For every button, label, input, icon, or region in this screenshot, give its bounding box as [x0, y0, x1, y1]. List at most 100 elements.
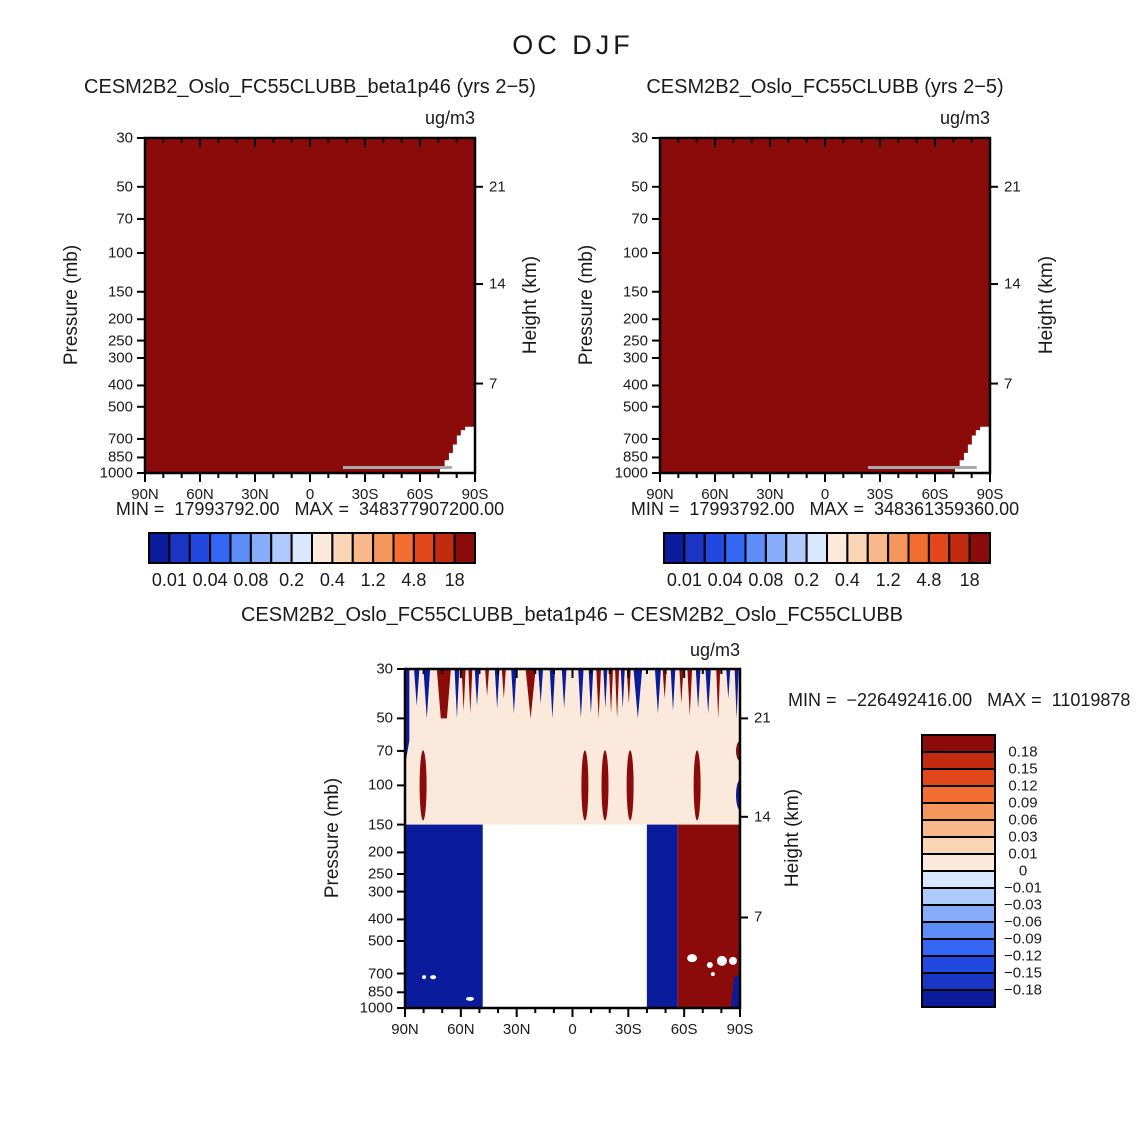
- latitude-tick-label: 0: [820, 486, 830, 503]
- diff-tropospheric-block: [405, 824, 483, 1008]
- panel2-colorbar-label: 0.04: [707, 570, 743, 590]
- pressure-tick-label: 850: [367, 983, 393, 1001]
- pressure-tick-label: 1000: [614, 464, 648, 482]
- panel1-colorbar-label: 18: [444, 570, 465, 590]
- panel2-title: CESM2B2_Oslo_FC55CLUBB (yrs 2−5): [646, 76, 1004, 98]
- panel1-colorbar-cell: [188, 532, 212, 564]
- diff-top-spike: [485, 669, 490, 697]
- latitude-tick-label: 30S: [866, 486, 894, 503]
- pressure-tick-label: 50: [116, 178, 133, 196]
- pressure-tick-label: 250: [107, 332, 133, 350]
- panel1-colorbar-cell: [351, 532, 375, 564]
- diff-white-speckle: [716, 955, 727, 966]
- diff-top-spike: [662, 669, 667, 699]
- latitude-tick-label: 90N: [391, 1021, 419, 1038]
- diff-stratospheric-lens: [581, 750, 589, 821]
- diff-top-spike: [596, 669, 601, 719]
- diff-colorbar-cell: [921, 853, 996, 872]
- height-tick-label: 14: [754, 808, 771, 826]
- diff-white-speckle: [465, 996, 474, 1001]
- diff-colorbar-label: −0.15: [1004, 964, 1042, 982]
- diff-stratospheric-lens: [601, 750, 609, 821]
- diff-top-spike: [494, 669, 500, 709]
- panel1-y2axis-title: Height (km): [520, 255, 541, 355]
- panel2-colorbar-cell: [764, 532, 788, 564]
- diff-top-spike: [716, 669, 721, 719]
- panel2-colorbar-cell: [846, 532, 869, 564]
- diff-colorbar-label: −0.18: [1004, 981, 1042, 999]
- panel1-topography-strip: [343, 466, 452, 469]
- pressure-tick-label: 50: [631, 178, 648, 196]
- panel2-yaxis-title: Pressure (mb): [576, 244, 597, 366]
- diff-top-spike: [726, 669, 731, 699]
- diff-top-spike: [687, 669, 693, 716]
- height-tick-label: 14: [489, 275, 506, 293]
- diff-white-speckle: [728, 956, 737, 965]
- diff-top-spike: [695, 669, 701, 709]
- panel1-colorbar-cell: [433, 532, 456, 564]
- latitude-tick-label: 30N: [756, 486, 784, 503]
- panel1-colorbar-label: 0.01: [151, 570, 187, 590]
- panel1-colorbar-cell: [249, 532, 273, 564]
- figure-title: OC DJF: [512, 30, 634, 60]
- diff-white-speckle: [687, 954, 698, 963]
- panel1-surface-notch: [440, 426, 475, 473]
- panel1-colorbar-cell: [148, 532, 171, 564]
- diff-top-spike: [734, 669, 739, 719]
- panel1-colorbar-cell: [372, 532, 395, 564]
- latitude-tick-label: 0: [568, 1021, 577, 1038]
- latitude-tick-label: 60N: [701, 486, 729, 503]
- pressure-tick-label: 150: [367, 816, 393, 834]
- panel1-colorbar-cell: [331, 532, 354, 564]
- height-tick-label: 21: [489, 178, 506, 196]
- pressure-tick-label: 1000: [99, 464, 133, 482]
- latitude-tick-label: 60S: [921, 486, 949, 503]
- diff-top-spike: [561, 669, 567, 709]
- panel2-colorbar-cell: [866, 532, 890, 564]
- panel2-colorbar-cell: [948, 532, 971, 564]
- pressure-tick-label: 400: [622, 376, 648, 394]
- panel1-colorbar-cell: [168, 532, 191, 564]
- panel2-topography-strip: [867, 466, 977, 469]
- panel2-colorbar-cell: [785, 532, 808, 564]
- latitude-tick-label: 30S: [614, 1021, 642, 1038]
- panel1-colorbar-label: 4.8: [401, 570, 427, 590]
- diff-top-spike: [679, 669, 684, 704]
- panel2-colorbar-cell: [703, 532, 727, 564]
- pressure-tick-label: 100: [367, 776, 393, 794]
- diff-top-spike: [511, 669, 517, 714]
- panel2-colorbar-label: 4.8: [916, 570, 942, 590]
- height-tick-label: 7: [754, 908, 763, 926]
- diff-top-spike: [525, 669, 536, 719]
- height-tick-label: 14: [1004, 275, 1021, 293]
- pressure-tick-label: 70: [376, 742, 393, 760]
- diff-colorbar-label: −0.06: [1004, 913, 1042, 931]
- diff-colorbar-cell: [921, 734, 996, 753]
- panel2-colorbar-label: 18: [959, 570, 980, 590]
- diff-colorbar-label: 0.15: [1008, 760, 1038, 778]
- panel2-colorbar-cell: [826, 532, 849, 564]
- panel1-field-fill: [145, 138, 475, 473]
- panel2-colorbar-label: 0.2: [794, 570, 820, 590]
- panel1-colorbar-cell: [412, 532, 436, 564]
- panel2-colorbar-cell: [887, 532, 910, 564]
- diff-colorbar-label: 0.06: [1008, 811, 1038, 829]
- panel3-minmax-label: MIN = −226492416.00 MAX = 11019878: [788, 690, 1131, 710]
- pressure-tick-label: 400: [367, 910, 393, 928]
- panel2-minmax-label: MIN = 17993792.00 MAX = 348361359360.00: [630, 499, 1020, 519]
- diff-stratospheric-lens: [693, 750, 701, 821]
- pressure-tick-label: 400: [107, 376, 133, 394]
- diff-colorbar-cell: [921, 904, 996, 923]
- pressure-tick-label: 700: [622, 430, 648, 448]
- panel3-y2axis-title: Height (km): [782, 788, 803, 888]
- panel3-yaxis-title: Pressure (mb): [322, 777, 343, 899]
- diff-top-band: [436, 669, 451, 719]
- diff-colorbar-label: −0.03: [1004, 896, 1042, 914]
- panel2-surface-notch: [955, 426, 990, 473]
- diff-top-spike: [654, 669, 661, 714]
- pressure-tick-label: 200: [367, 843, 393, 861]
- pressure-tick-label: 700: [367, 965, 393, 983]
- pressure-tick-label: 1000: [359, 999, 393, 1017]
- pressure-tick-label: 50: [376, 709, 393, 727]
- panel1-colorbar-cell: [392, 532, 415, 564]
